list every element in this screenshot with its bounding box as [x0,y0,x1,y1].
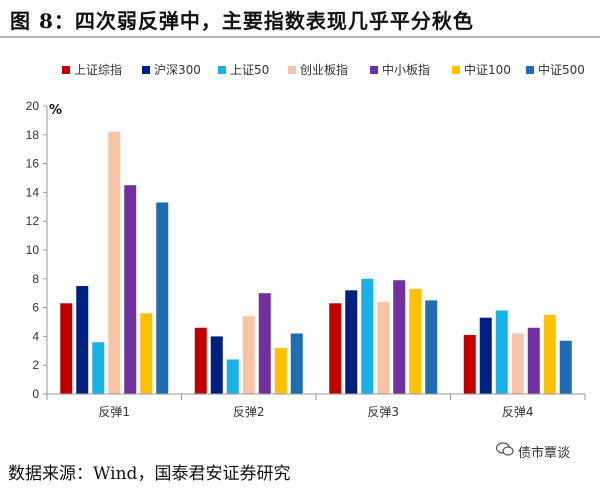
bar [226,359,239,394]
legend-label: 上证50 [230,63,269,77]
bar [425,300,438,394]
bar [479,317,492,394]
bar [242,316,255,394]
bar [377,301,390,394]
bars-group [60,131,572,395]
bar [393,280,406,394]
title-bar: 图 8：四次弱反弹中，主要指数表现几乎平分秋色 [0,0,600,38]
bar [345,290,358,394]
x-axis: 反弹1 反弹2 反弹3 反弹4 [46,393,586,419]
legend-label: 创业板指 [300,62,348,77]
legend-label: 中证100 [464,62,511,77]
bar [210,336,223,394]
legend-label: 上证综指 [74,62,122,77]
bar [140,313,153,394]
source-note: 数据来源：Wind，国泰君安证券研究 [8,464,291,484]
y-tick-label: 20 [26,99,40,113]
legend-swatch [288,66,296,74]
bar [124,185,137,394]
bar [409,288,422,394]
watermark-text: 债市覃谈 [518,446,571,461]
y-tick-label: 4 [32,329,39,343]
x-category-label: 反弹1 [98,405,130,419]
legend-swatch [370,66,378,74]
x-category-label: 反弹3 [367,405,399,419]
legend-swatch [526,66,534,74]
bar [76,286,89,394]
bar [274,347,287,394]
legend-swatch [452,66,460,74]
chart-legend: 上证综指 沪深300 上证50 创业板指 中小板指 中证100 中证500 [62,62,585,77]
bar [60,303,73,394]
bar [108,131,121,395]
bar [463,334,476,394]
bar [495,310,508,394]
y-axis: 0 2 4 6 8 10 12 14 16 18 20 [26,99,48,401]
y-tick-label: 14 [26,185,40,199]
y-tick-label: 0 [32,387,39,401]
legend-swatch [142,66,150,74]
bar [156,202,169,394]
bar [527,327,540,394]
y-tick-label: 10 [26,243,40,257]
wechat-icon [496,442,514,456]
legend-swatch [62,66,70,74]
bar [329,303,342,394]
legend-label: 中证500 [538,62,585,77]
y-tick-label: 8 [32,272,39,286]
y-unit-label: % [49,103,62,118]
y-tick-label: 16 [26,157,40,171]
legend-label: 中小板指 [382,62,430,77]
bar [258,293,271,394]
y-tick-label: 18 [26,128,40,142]
bar [511,333,524,394]
y-tick-label: 2 [32,358,39,372]
x-category-label: 反弹2 [233,405,265,419]
legend-swatch [218,66,226,74]
legend-label: 沪深300 [154,63,201,77]
bar [92,342,105,394]
bar [543,314,556,394]
figure-title: 图 8：四次弱反弹中，主要指数表现几乎平分秋色 [10,9,474,33]
bar [194,327,207,394]
bar [559,340,572,394]
bar [361,278,374,394]
bar-chart: 上证综指 沪深300 上证50 创业板指 中小板指 中证100 中证500 % 0 2 4 6 8 1… [26,62,586,419]
x-category-label: 反弹4 [502,405,534,419]
y-tick-label: 12 [26,214,40,228]
bar [290,333,303,394]
y-tick-label: 6 [32,301,39,315]
